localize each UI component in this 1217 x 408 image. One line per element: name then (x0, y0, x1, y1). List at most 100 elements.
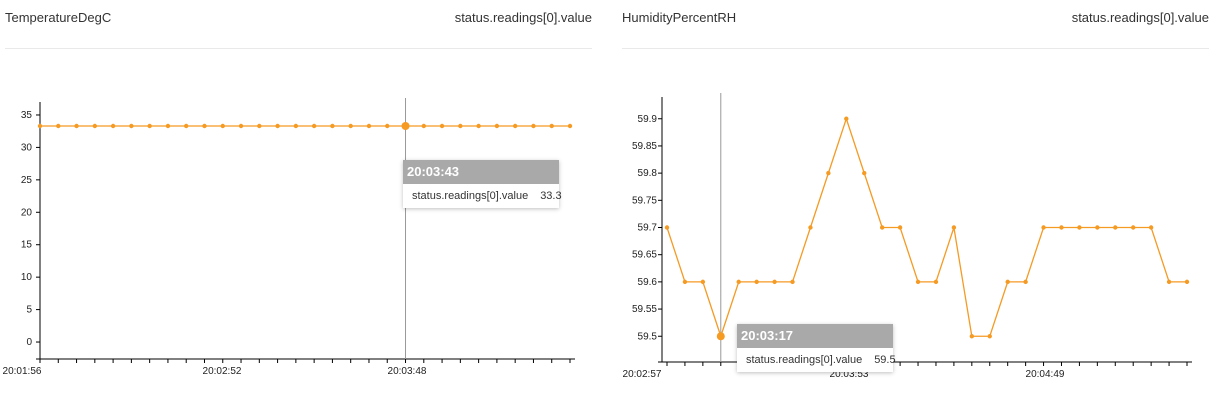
data-point (549, 123, 554, 129)
panel-field-label: status.readings[0].value (454, 10, 592, 25)
y-tick-label: 15 (21, 240, 33, 251)
data-point (826, 170, 831, 176)
y-tick-label: 59.85 (632, 141, 657, 152)
data-point (682, 279, 688, 285)
data-point (293, 123, 299, 129)
panel-header: TemperatureDegC status.readings[0].value (5, 10, 592, 30)
y-tick-label: 59.5 (638, 331, 658, 342)
data-point (933, 279, 939, 285)
temperature-chart[interactable]: 0 5 10 15 20 25 30 35 20:01:56 20:02:52 20:03:48 (0, 0, 600, 408)
header-divider (5, 48, 592, 49)
data-point (129, 123, 134, 129)
data-point (56, 123, 61, 129)
chart-tooltip: 20:03:43 status.readings[0].value 33.3 (403, 160, 562, 208)
data-point (220, 123, 225, 129)
highlighted-data-point (401, 122, 410, 131)
data-point (1148, 225, 1154, 230)
data-point (736, 279, 741, 285)
y-tick-label: 59.7 (638, 223, 658, 234)
y-tick-label: 0 (26, 337, 32, 348)
data-point (844, 116, 849, 121)
data-point (202, 123, 207, 129)
data-point (348, 123, 353, 129)
y-tick-label: 5 (26, 305, 32, 316)
data-point (512, 123, 518, 129)
data-point (700, 279, 706, 285)
y-tick-label: 30 (21, 142, 33, 153)
data-point (74, 123, 79, 129)
y-tick-label: 20 (21, 207, 33, 218)
data-point (184, 123, 189, 129)
data-point (531, 123, 536, 129)
data-point (951, 225, 957, 230)
data-point (37, 123, 43, 129)
data-point (1059, 225, 1064, 230)
data-point (879, 225, 885, 230)
tooltip-row: status.readings[0].value 33.3 (403, 184, 562, 208)
y-tick-label: 25 (21, 175, 33, 186)
humidity-chart[interactable]: 59.5 59.55 59.6 59.65 59.7 59.75 59.8 59.85 59.9… (617, 0, 1217, 408)
humidity-panel: HumidityPercentRH status.readings[0].val… (617, 0, 1217, 408)
y-tick-label: 59.6 (638, 277, 658, 288)
data-point (664, 225, 670, 230)
x-tick-label: 20:04:49 (1026, 369, 1065, 380)
panel-title: TemperatureDegC (5, 10, 112, 25)
y-tick-label: 59.9 (638, 114, 658, 125)
tooltip-value: 59.5 (874, 354, 896, 366)
tooltip-time: 20:03:43 (403, 160, 559, 184)
series-line (666, 116, 1187, 339)
data-point (366, 123, 372, 129)
data-point (439, 123, 445, 129)
data-point (330, 123, 335, 129)
panel-title: HumidityPercentRH (622, 10, 737, 25)
header-divider (622, 48, 1209, 49)
data-point (238, 123, 244, 129)
data-point (987, 334, 992, 339)
panel-header: HumidityPercentRH status.readings[0].val… (622, 10, 1209, 30)
y-tick-label: 59.75 (632, 195, 657, 206)
data-point (165, 123, 171, 129)
data-point (311, 123, 317, 129)
y-tick-label: 59.8 (638, 168, 658, 179)
data-point (754, 279, 759, 285)
data-point (1077, 225, 1082, 230)
data-point (1166, 279, 1172, 285)
data-point (275, 123, 280, 129)
data-point (385, 123, 390, 129)
data-point (790, 279, 795, 285)
y-tick-label: 59.55 (632, 304, 657, 315)
x-tick-label: 20:02:57 (623, 369, 662, 380)
data-point (969, 334, 975, 339)
data-point (476, 123, 481, 129)
data-point (1041, 225, 1046, 230)
data-point (421, 123, 426, 129)
data-point (494, 123, 500, 129)
data-point (1184, 279, 1190, 285)
data-point (567, 123, 573, 129)
x-tick-label: 20:02:52 (203, 366, 242, 377)
data-point (257, 123, 262, 129)
tooltip-row: status.readings[0].value 59.5 (737, 348, 896, 372)
tooltip-series-name: status.readings[0].value (746, 354, 863, 366)
tooltip-time: 20:03:17 (737, 324, 893, 348)
chart-tooltip: 20:03:17 status.readings[0].value 59.5 (737, 324, 896, 372)
data-point (808, 225, 813, 230)
highlighted-data-point (716, 332, 725, 341)
y-tick-label: 59.65 (632, 250, 657, 261)
x-tick-label: 20:03:48 (388, 366, 427, 377)
tooltip-series-name: status.readings[0].value (412, 190, 529, 202)
data-point (862, 170, 867, 176)
temperature-panel: TemperatureDegC status.readings[0].value… (0, 0, 600, 408)
data-point (1095, 225, 1100, 230)
x-tick-label: 20:03:53 (830, 369, 869, 380)
x-tick-label: 20:01:56 (3, 366, 42, 377)
y-tick-label: 35 (21, 110, 33, 121)
data-point (458, 123, 463, 129)
data-point (772, 279, 777, 285)
data-point (1131, 225, 1136, 230)
tooltip-value: 33.3 (540, 190, 562, 202)
y-tick-label: 10 (21, 272, 33, 283)
data-point (1023, 279, 1028, 285)
data-point (1113, 225, 1118, 230)
data-point (110, 123, 116, 129)
